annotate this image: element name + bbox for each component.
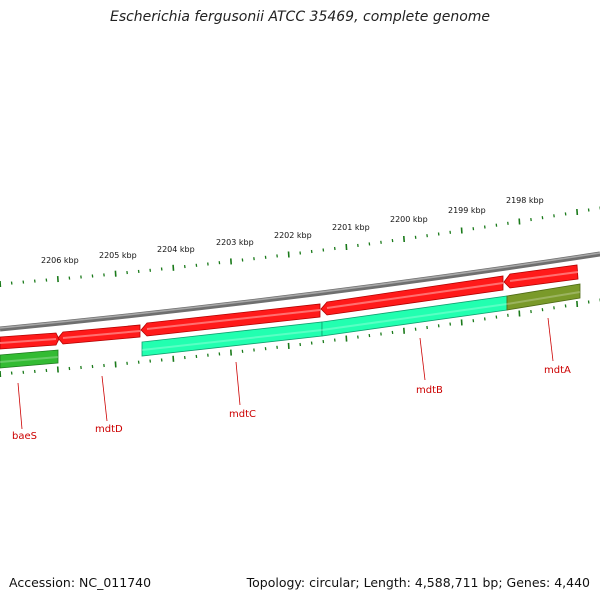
forward-strand-shine	[0, 271, 579, 344]
leader-line-mdtA	[547, 317, 554, 362]
kbp-label: 2199 kbp	[448, 206, 486, 215]
kbp-label: 2201 kbp	[332, 223, 370, 232]
genome-summary-text: Topology: circular; Length: 4,588,711 bp…	[246, 575, 590, 590]
leader-line-mdtB	[419, 337, 426, 381]
gene-arrow-mdtA-reverse[interactable]	[506, 283, 581, 311]
accession-text: Accession: NC_011740	[9, 575, 152, 590]
kbp-scale-ticks	[0, 206, 600, 288]
reverse-strand	[0, 283, 581, 369]
kbp-label: 2202 kbp	[274, 231, 312, 240]
gene-arrow-baeS[interactable]	[0, 349, 59, 369]
kbp-labels: 2206 kbp 2205 kbp 2204 kbp 2203 kbp 2202…	[41, 196, 544, 265]
kbp-label: 2205 kbp	[99, 251, 137, 260]
genome-backbone	[0, 251, 600, 332]
gene-label-mdtA[interactable]: mdtA	[544, 365, 571, 376]
gene-label-mdtD[interactable]: mdtD	[95, 424, 123, 435]
kbp-label: 2198 kbp	[506, 196, 544, 205]
kbp-label: 2200 kbp	[390, 215, 428, 224]
gene-label-mdtC[interactable]: mdtC	[229, 409, 256, 420]
gene-label-mdtB[interactable]: mdtB	[416, 385, 443, 396]
kbp-label: 2204 kbp	[157, 245, 195, 254]
genome-title: Escherichia fergusonii ATCC 35469, compl…	[109, 9, 491, 25]
leader-line-mdtC	[235, 361, 241, 406]
kbp-label: 2206 kbp	[41, 256, 79, 265]
leader-line-mdtD	[101, 375, 108, 422]
inner-scale-ticks	[0, 298, 600, 378]
gene-labels: baeS mdtD mdtC mdtB mdtA	[12, 317, 571, 442]
genome-backbone-highlight	[0, 252, 600, 329]
kbp-label: 2203 kbp	[216, 238, 254, 247]
reverse-strand-shine	[0, 291, 581, 363]
forward-strand	[0, 264, 579, 350]
leader-line-baeS	[17, 382, 23, 430]
gene-label-baeS[interactable]: baeS	[12, 431, 37, 442]
